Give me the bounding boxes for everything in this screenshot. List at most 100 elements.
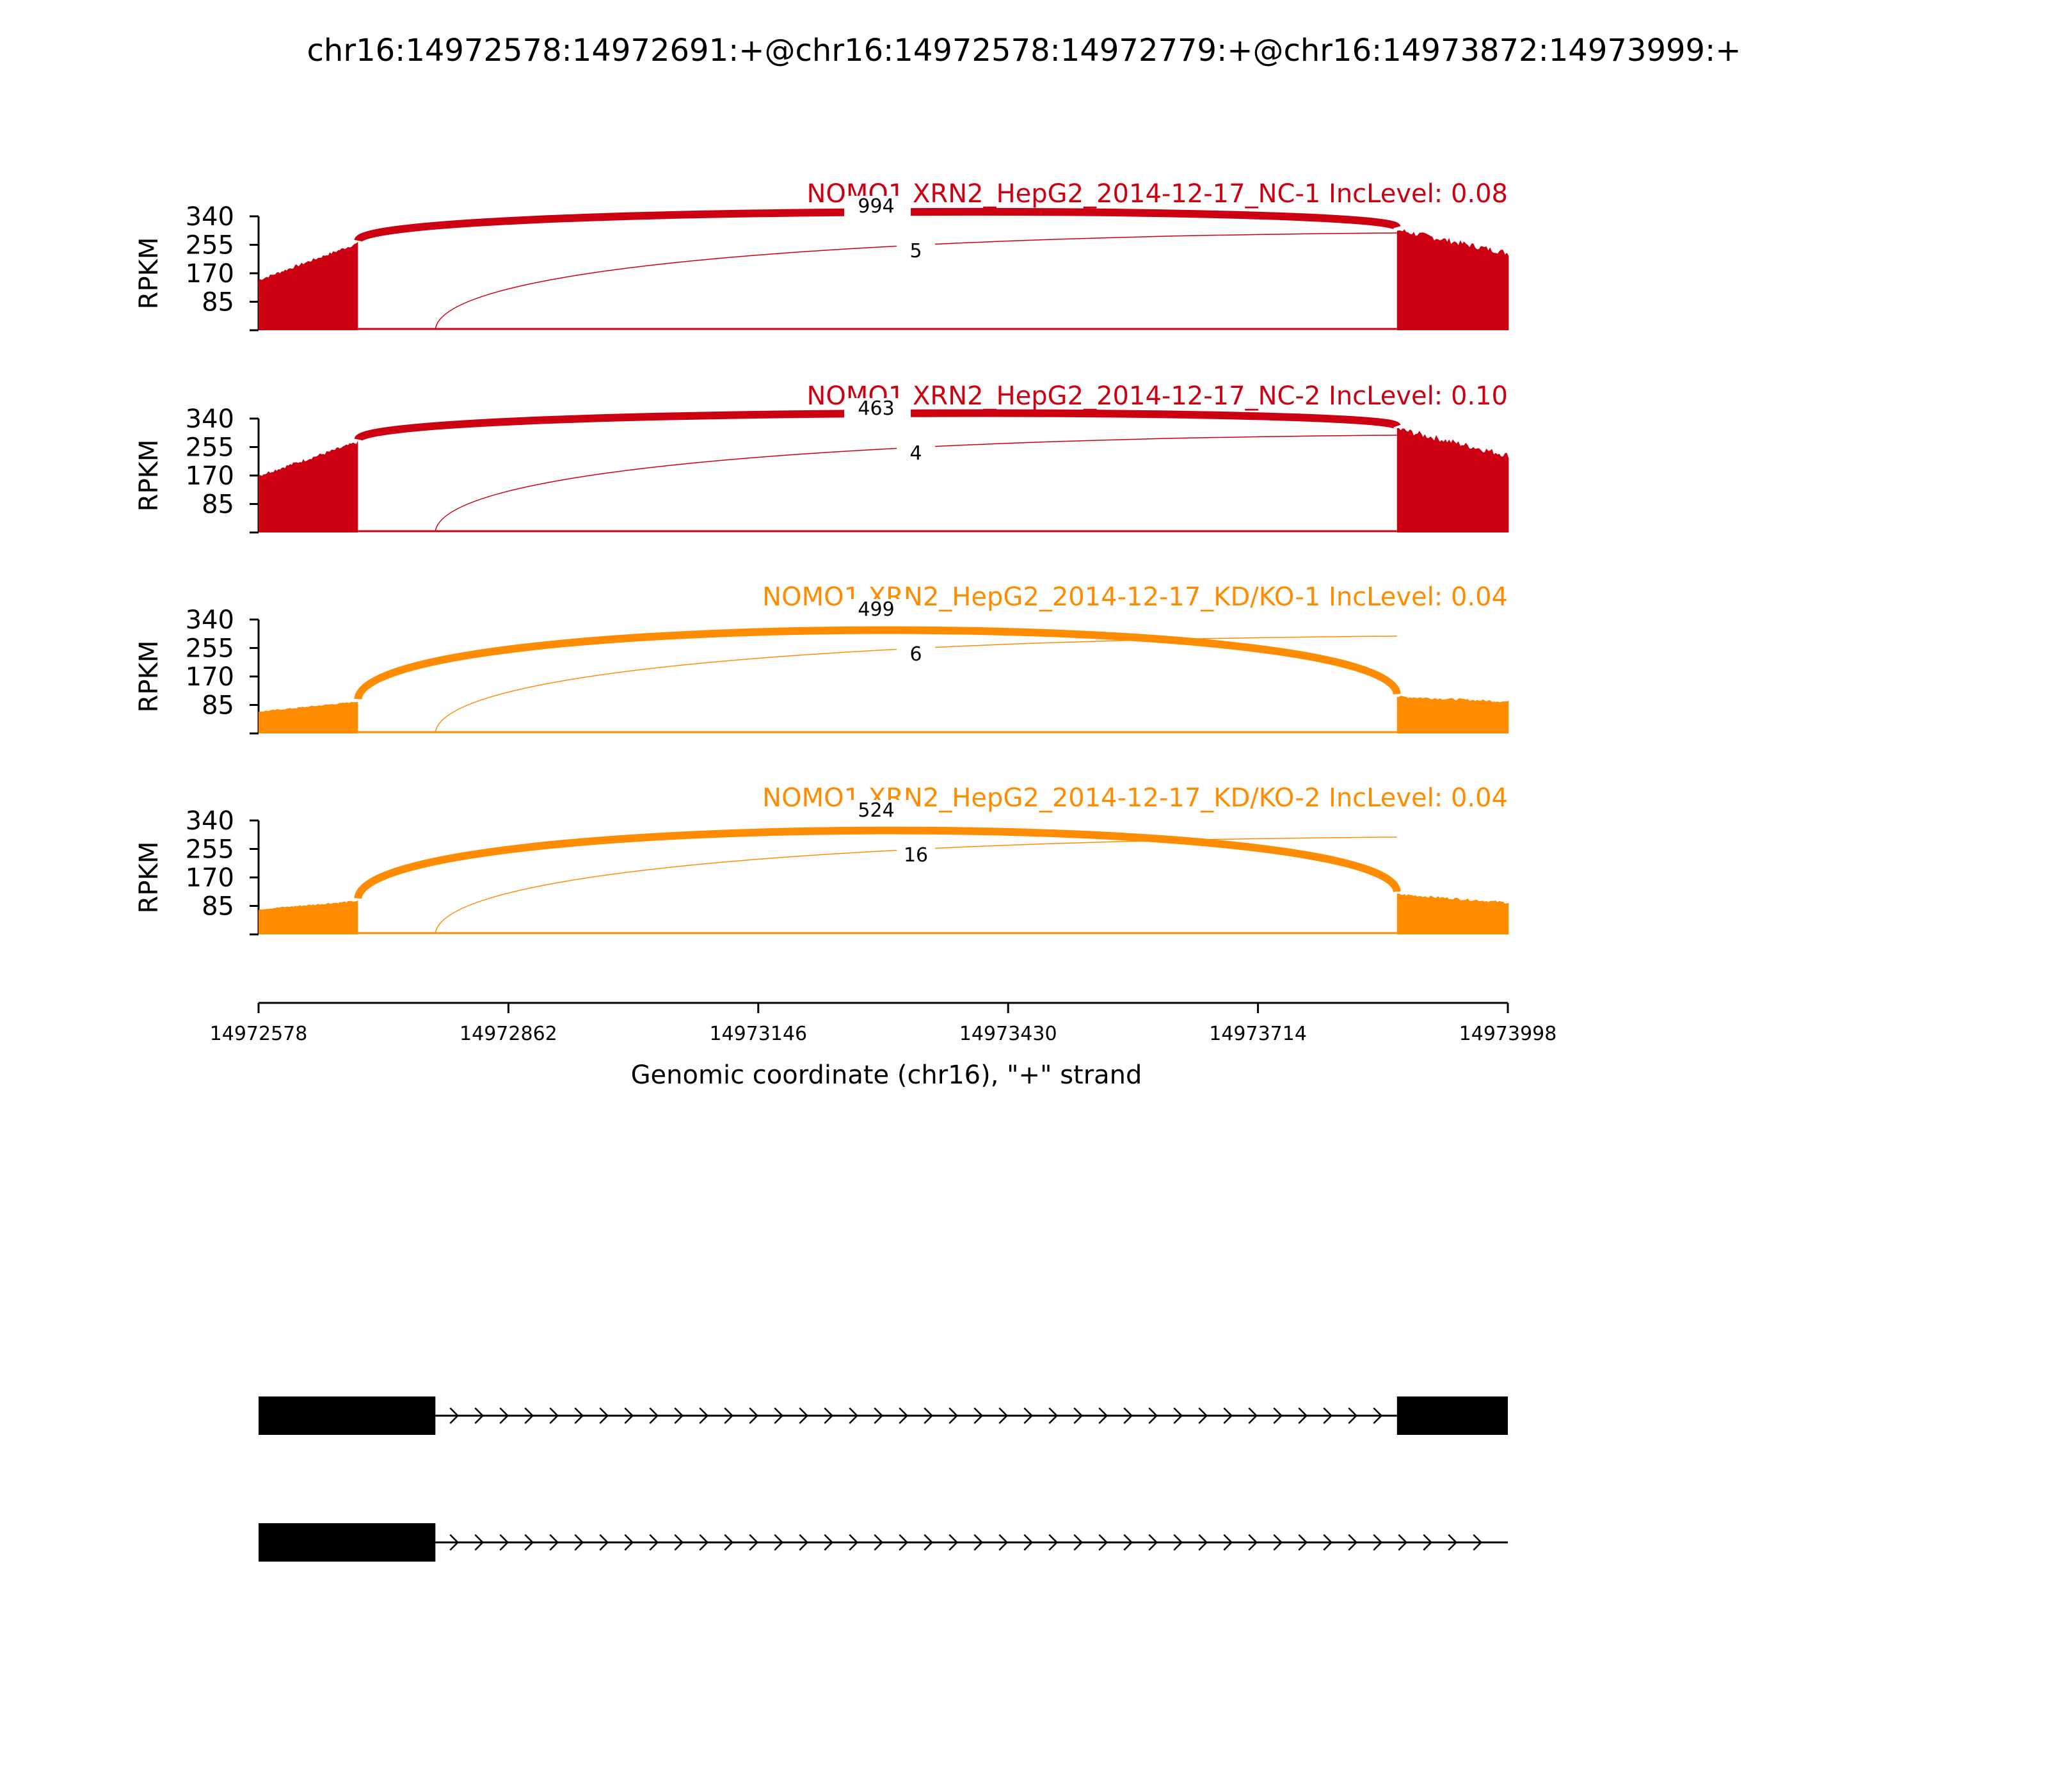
strand-arrow (1223, 1407, 1233, 1424)
strand-arrow (1323, 1534, 1333, 1551)
y-axis-label: RPKM (134, 237, 164, 310)
strand-arrow (1273, 1534, 1283, 1551)
y-tick-label: 170 (186, 259, 234, 289)
y-tick-label: 85 (202, 490, 234, 520)
y-axis-label: RPKM (134, 842, 164, 914)
strand-arrow (774, 1407, 784, 1424)
y-tick-label: 340 (186, 806, 234, 836)
strand-arrow (824, 1407, 834, 1424)
strand-arrow (499, 1534, 509, 1551)
strand-arrow (599, 1407, 609, 1424)
junction-count-minor: 16 (904, 844, 928, 867)
strand-arrow (524, 1534, 534, 1551)
coverage-exon-downstream (1396, 229, 1509, 330)
x-tick-label: 14973714 (1209, 1023, 1307, 1045)
panel-label: NOMO1 XRN2_HepG2_2014-12-17_NC-1 IncLeve… (806, 179, 1508, 209)
strand-arrow (1073, 1407, 1084, 1424)
y-tick-label: 170 (186, 662, 234, 692)
junction-arc-major (354, 626, 1401, 700)
y-axis-label: RPKM (134, 440, 164, 512)
chart-title: chr16:14972578:14972691:+@chr16:14972578… (307, 33, 1741, 68)
strand-arrow (549, 1407, 559, 1424)
strand-arrow (899, 1407, 909, 1424)
strand-arrow (973, 1407, 984, 1424)
strand-arrow (1098, 1407, 1108, 1424)
panel-label: NOMO1 XRN2_HepG2_2014-12-17_NC-2 IncLeve… (806, 381, 1508, 411)
strand-arrow (699, 1407, 709, 1424)
junction-count-minor: 4 (910, 442, 922, 465)
coverage-exon-upstream (259, 900, 358, 934)
strand-arrow (699, 1534, 709, 1551)
strand-arrow (749, 1534, 759, 1551)
strand-arrow (1348, 1534, 1358, 1551)
coverage-exon-downstream (1396, 428, 1509, 532)
exon-block (259, 1396, 436, 1435)
y-tick-label: 170 (186, 863, 234, 893)
junction-arc-major (354, 826, 1401, 900)
junction-label-bg (897, 241, 936, 262)
y-tick-label: 85 (202, 288, 234, 317)
y-tick-label: 340 (186, 202, 234, 232)
junction-arc-minor (435, 435, 1397, 532)
junction-count-major: 463 (858, 397, 894, 420)
strand-arrow (1373, 1534, 1383, 1551)
strand-arrow (1173, 1407, 1183, 1424)
x-tick-label: 14973998 (1459, 1023, 1557, 1045)
strand-arrow (799, 1534, 809, 1551)
strand-arrow (1048, 1407, 1059, 1424)
strand-arrow (624, 1407, 634, 1424)
y-axis-label: RPKM (134, 641, 164, 713)
strand-arrow (1048, 1534, 1059, 1551)
strand-arrow (1248, 1407, 1258, 1424)
y-tick-label: 340 (186, 404, 234, 434)
junction-label-bg (844, 599, 911, 621)
strand-arrow (948, 1534, 959, 1551)
strand-arrow (1148, 1534, 1158, 1551)
junction-count-minor: 6 (910, 643, 922, 666)
strand-arrow (1073, 1534, 1084, 1551)
strand-arrow (1098, 1534, 1108, 1551)
x-tick-label: 14972862 (460, 1023, 557, 1045)
strand-arrow (649, 1534, 659, 1551)
junction-label-bg (897, 845, 936, 867)
strand-arrow (449, 1407, 460, 1424)
junction-count-major: 994 (858, 195, 894, 218)
junction-label-bg (897, 644, 936, 666)
strand-arrow (1198, 1407, 1208, 1424)
strand-arrow (524, 1407, 534, 1424)
strand-arrow (1173, 1534, 1183, 1551)
strand-arrow (924, 1407, 934, 1424)
strand-arrow (1148, 1407, 1158, 1424)
y-tick-label: 170 (186, 461, 234, 491)
strand-arrow (998, 1407, 1009, 1424)
strand-arrow (474, 1407, 484, 1424)
strand-arrow (649, 1407, 659, 1424)
strand-arrow (1398, 1534, 1408, 1551)
strand-arrow (1223, 1534, 1233, 1551)
strand-arrow (799, 1407, 809, 1424)
exon-block (259, 1523, 436, 1562)
strand-arrow (549, 1534, 559, 1551)
strand-arrow (1373, 1407, 1383, 1424)
junction-arc-minor (435, 232, 1397, 330)
strand-arrow (1298, 1534, 1308, 1551)
strand-arrow (1123, 1534, 1133, 1551)
strand-arrow (599, 1534, 609, 1551)
strand-arrow (449, 1534, 460, 1551)
strand-arrow (724, 1534, 734, 1551)
x-axis-label: Genomic coordinate (chr16), "+" strand (631, 1060, 1142, 1090)
strand-arrow (574, 1407, 584, 1424)
strand-arrow (1198, 1534, 1208, 1551)
junction-arc-minor (435, 636, 1397, 733)
y-tick-label: 255 (186, 231, 234, 260)
strand-arrow (674, 1407, 684, 1424)
strand-arrow (749, 1407, 759, 1424)
isoform-1 (259, 1396, 1508, 1435)
strand-arrow (1473, 1534, 1483, 1551)
strand-arrow (973, 1534, 984, 1551)
strand-arrow (1348, 1407, 1358, 1424)
